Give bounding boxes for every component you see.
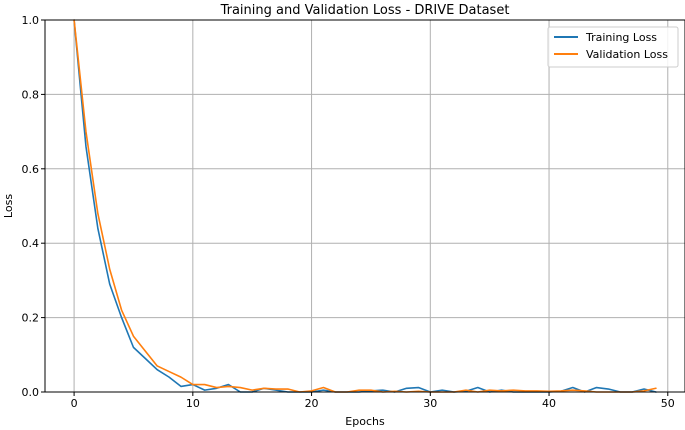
x-tick-label: 40 [542, 397, 556, 410]
legend-label-training-loss: Training Loss [585, 31, 657, 44]
y-axis-label: Loss [2, 194, 15, 218]
x-tick-label: 30 [423, 397, 437, 410]
axis-ticks: 0 10 20 30 40 50 0.0 0.2 0.4 0.6 0.8 1.0 [22, 14, 675, 410]
y-tick-label: 0.4 [22, 237, 40, 250]
series-line-training-loss [73, 19, 657, 393]
chart-title: Training and Validation Loss - DRIVE Dat… [220, 3, 510, 18]
y-tick-label: 0.0 [22, 386, 40, 399]
grid [45, 19, 685, 393]
plot-frame [44, 19, 685, 393]
x-tick-label: 10 [186, 397, 200, 410]
x-tick-label: 0 [71, 397, 78, 410]
y-tick-label: 0.2 [22, 312, 40, 325]
x-tick-label: 20 [305, 397, 319, 410]
series-line-validation-loss [73, 19, 657, 393]
y-tick-label: 0.8 [22, 88, 40, 101]
legend-box [547, 26, 679, 68]
y-tick-label: 1.0 [22, 14, 40, 27]
x-axis-label: Epochs [345, 415, 385, 428]
legend: Training Loss Validation Loss [547, 26, 679, 68]
y-tick-label: 0.6 [22, 163, 40, 176]
x-tick-label: 50 [661, 397, 675, 410]
series-lines [73, 19, 657, 393]
legend-label-validation-loss: Validation Loss [586, 48, 668, 61]
